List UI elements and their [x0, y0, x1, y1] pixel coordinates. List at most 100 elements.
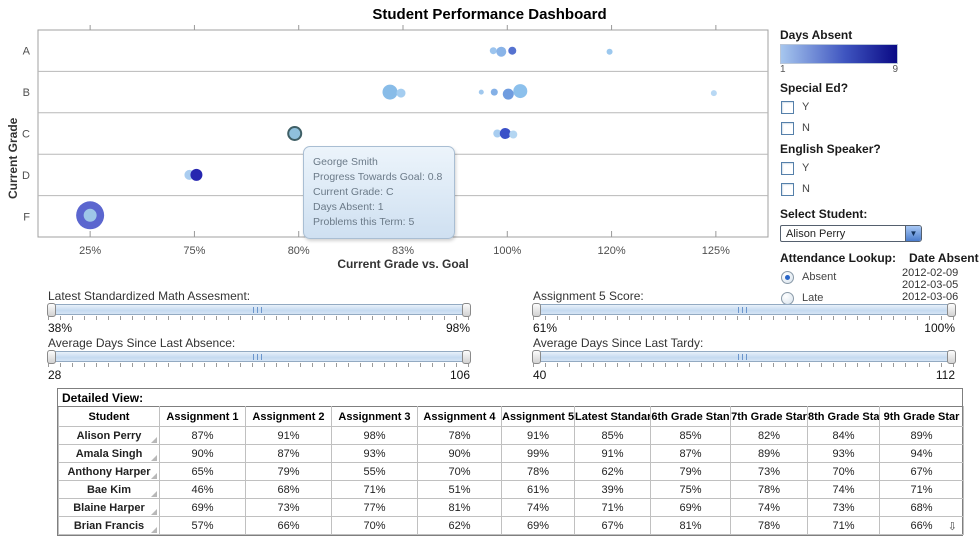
- data-point[interactable]: [396, 88, 406, 98]
- english-speaker-label: English Speaker?: [780, 142, 881, 156]
- slider-handle-max[interactable]: [947, 303, 956, 317]
- expand-triangle-icon: [151, 527, 157, 533]
- column-header[interactable]: 9th Grade Star: [879, 406, 964, 427]
- scatter-canvas[interactable]: A B C D F 25% 75% 80% 83% 100% 120% 125% Current Gra…: [0, 25, 779, 275]
- student-name-cell[interactable]: Alison Perry: [58, 426, 160, 445]
- data-point[interactable]: [502, 88, 514, 100]
- expand-triangle-icon: [151, 455, 157, 461]
- checkbox-icon[interactable]: [781, 182, 794, 196]
- slider-handle-min[interactable]: [47, 350, 56, 364]
- radio-button-icon[interactable]: [781, 270, 794, 284]
- tooltip-line: Problems this Term: 5: [313, 216, 415, 228]
- score-cell: 99%: [501, 444, 575, 463]
- data-point[interactable]: [509, 130, 518, 139]
- slider-track[interactable]: [47, 303, 471, 317]
- score-cell: 82%: [730, 426, 808, 445]
- column-header[interactable]: Assignment 5: [501, 406, 575, 427]
- expand-triangle-icon: [151, 437, 157, 443]
- expand-triangle-icon: [151, 473, 157, 479]
- data-point[interactable]: [382, 84, 398, 100]
- table-row: Bae Kim 46% 68% 71% 51% 61% 39% 75% 78% 74% 71%: [58, 480, 964, 499]
- checkbox-icon[interactable]: [781, 161, 794, 175]
- score-cell: 94%: [879, 444, 964, 463]
- score-cell: 74%: [501, 498, 575, 517]
- slider-handle-min[interactable]: [47, 303, 56, 317]
- score-cell: 66%: [245, 516, 332, 535]
- column-header[interactable]: 7th Grade Star: [730, 406, 808, 427]
- score-cell: 85%: [650, 426, 731, 445]
- data-point[interactable]: [190, 168, 203, 181]
- table-row: Amala Singh 90% 87% 93% 90% 99% 91% 87% 89% 93% 94…: [58, 444, 964, 463]
- data-point[interactable]: [489, 47, 497, 55]
- data-point[interactable]: [478, 89, 484, 95]
- detailed-view-panel: Detailed View: Student Assignment 1 Assign…: [57, 388, 964, 536]
- dropdown-button[interactable]: ▼: [905, 226, 921, 241]
- slider-track[interactable]: [47, 350, 471, 364]
- student-name-cell[interactable]: Amala Singh: [58, 444, 160, 463]
- checkbox-icon[interactable]: [781, 121, 794, 135]
- score-cell: 74%: [730, 498, 808, 517]
- score-cell: 55%: [331, 462, 418, 481]
- student-name-cell[interactable]: Blaine Harper: [58, 498, 160, 517]
- special-ed-label: Special Ed?: [780, 81, 849, 95]
- english-speaker-option-y[interactable]: Y: [781, 159, 979, 177]
- checkbox-label: Y: [802, 162, 810, 174]
- column-header[interactable]: Assignment 4: [417, 406, 502, 427]
- data-point[interactable]: [490, 88, 498, 96]
- data-point[interactable]: [499, 128, 511, 139]
- data-point[interactable]: [496, 46, 507, 57]
- attendance-option-late[interactable]: Late: [781, 289, 979, 307]
- column-header[interactable]: Assignment 1: [159, 406, 246, 427]
- student-name-cell[interactable]: Bae Kim: [58, 480, 160, 499]
- column-header[interactable]: Latest Standar: [574, 406, 651, 427]
- expand-triangle-icon: [151, 509, 157, 515]
- data-point[interactable]: [513, 84, 528, 99]
- score-cell: 78%: [501, 462, 575, 481]
- slider-label: Assignment 5 Score:: [533, 289, 644, 303]
- column-header[interactable]: Student: [58, 406, 160, 427]
- student-dropdown[interactable]: Alison Perry ▼: [780, 225, 922, 242]
- quick-filter-slider: Assignment 5 Score: 61% 100%: [532, 289, 956, 335]
- slider-handle-min[interactable]: [532, 303, 541, 317]
- score-cell: 84%: [807, 426, 880, 445]
- tooltip-line: Progress Towards Goal: 0.8: [313, 171, 443, 183]
- slider-handle-max[interactable]: [462, 350, 471, 364]
- scroll-down-arrow-icon[interactable]: ⇩: [947, 521, 957, 533]
- selected-data-point[interactable]: [287, 126, 303, 141]
- score-cell: 75%: [650, 480, 731, 499]
- english-speaker-option-n[interactable]: N: [781, 180, 979, 198]
- attendance-lookup-label: Attendance Lookup:: [780, 251, 896, 265]
- score-cell: 69%: [159, 498, 246, 517]
- score-cell: 73%: [730, 462, 808, 481]
- data-point[interactable]: [710, 90, 717, 97]
- score-cell: 93%: [331, 444, 418, 463]
- student-name-cell[interactable]: Anthony Harper: [58, 462, 160, 481]
- column-header[interactable]: Assignment 2: [245, 406, 332, 427]
- slider-grip-icon: [738, 354, 750, 360]
- score-cell: 71%: [807, 516, 880, 535]
- column-header[interactable]: Assignment 3: [331, 406, 418, 427]
- quick-filter-slider: Latest Standardized Math Assesment: 38% 98…: [47, 289, 471, 335]
- special-ed-option-y[interactable]: Y: [781, 98, 979, 116]
- date-absent-list: 2012-02-09 2012-03-05 2012-03-06: [902, 267, 958, 303]
- slider-track[interactable]: [532, 350, 956, 364]
- student-name-cell[interactable]: Brian Francis: [58, 516, 160, 535]
- tooltip-line: George Smith: [313, 156, 378, 168]
- tooltip-line: Days Absent: 1: [313, 201, 384, 213]
- data-point[interactable]: [508, 46, 517, 55]
- attendance-option-absent[interactable]: Absent: [781, 268, 979, 286]
- slider-handle-max[interactable]: [462, 303, 471, 317]
- score-cell: 57%: [159, 516, 246, 535]
- data-point[interactable]: [493, 129, 502, 138]
- column-header[interactable]: 8th Grade Sta: [807, 406, 880, 427]
- column-header[interactable]: 6th Grade Stan: [650, 406, 731, 427]
- select-student-label: Select Student:: [780, 207, 868, 221]
- slider-track[interactable]: [532, 303, 956, 317]
- special-ed-option-n[interactable]: N: [781, 119, 979, 137]
- slider-handle-min[interactable]: [532, 350, 541, 364]
- data-point[interactable]: [606, 48, 613, 55]
- score-cell: 85%: [574, 426, 651, 445]
- slider-handle-max[interactable]: [947, 350, 956, 364]
- checkbox-icon[interactable]: [781, 100, 794, 114]
- x-tick-label: 25%: [79, 245, 101, 257]
